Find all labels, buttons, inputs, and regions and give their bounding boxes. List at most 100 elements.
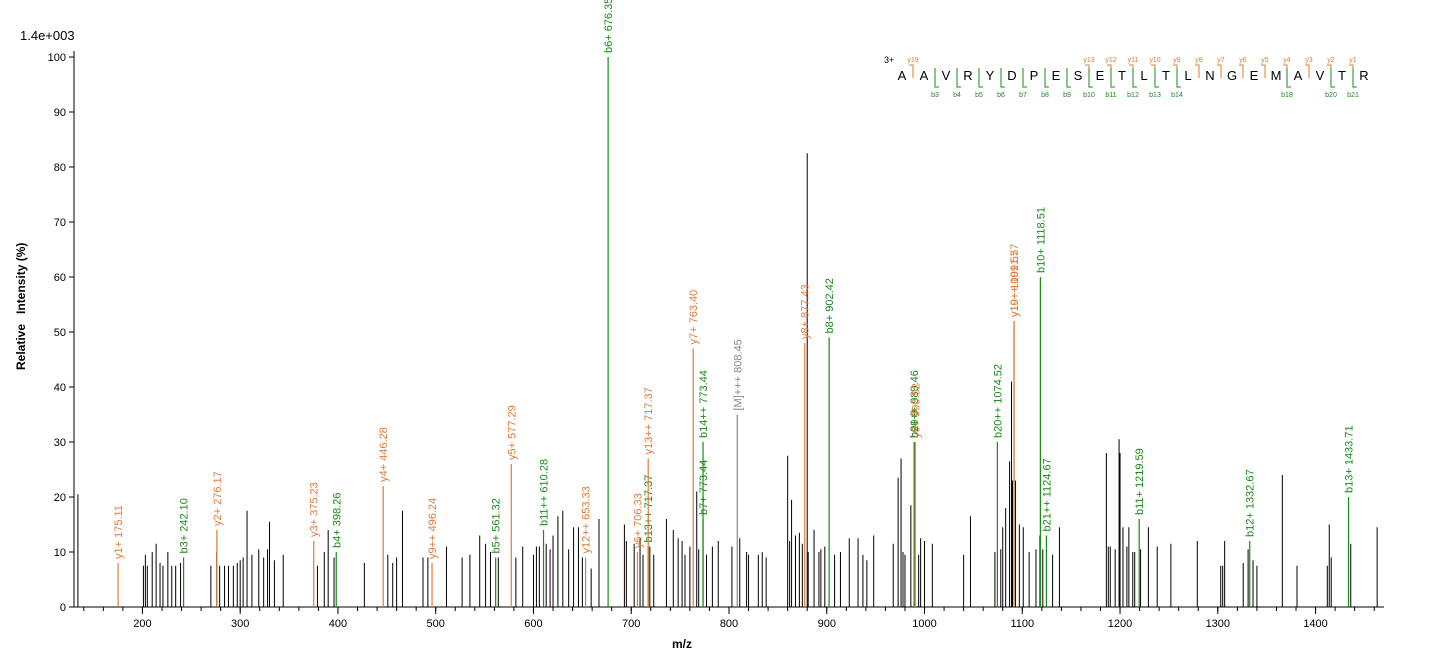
y-ion-label: y5 (1261, 57, 1269, 64)
x-tick-label: 1200 (1108, 618, 1132, 630)
y-ion-bracket (909, 64, 914, 78)
x-tick-label: 1000 (912, 618, 936, 630)
y-ion-bracket (1349, 64, 1354, 78)
y-ion-label: y4 (1283, 57, 1291, 64)
b-ion-bracket (1286, 68, 1291, 88)
peptide-residue: V (1316, 68, 1325, 83)
b-ion-label: b18 (1281, 92, 1293, 99)
y-tick-label: 80 (54, 162, 66, 174)
peptide-residue: A (920, 68, 929, 83)
b-ion-label: b14 (1171, 92, 1183, 99)
peptide-residue: R (963, 68, 972, 83)
b-ion-bracket (1000, 68, 1005, 88)
peak-label: y9+ 990.52 (910, 383, 922, 438)
peak-label: y9++ 496.24 (427, 498, 439, 559)
b-ion-label: b21 (1347, 92, 1359, 99)
peak-label: y7+ 763.40 (688, 290, 700, 345)
x-tick-label: 700 (622, 618, 640, 630)
b-ion-label: b7 (1019, 92, 1027, 99)
peak-label: b8+ 902.42 (824, 278, 836, 333)
b-ion-bracket (1132, 68, 1137, 88)
y-tick-label: 40 (54, 382, 66, 394)
peptide-residue: E (1250, 68, 1259, 83)
y-ion-bracket (1239, 64, 1244, 78)
peptide-residue: A (898, 68, 907, 83)
peak-label: b7+ 773.44 (698, 460, 710, 515)
b-ion-label: b12 (1127, 92, 1139, 99)
peptide-residue: S (1074, 68, 1083, 83)
peptide-residue: R (1359, 68, 1368, 83)
peak-label: b5+ 561.32 (491, 498, 503, 553)
y-ion-label: y6 (1239, 57, 1247, 64)
peak-label: b20++ 989.46 (909, 370, 921, 438)
x-axis-label: m/z (672, 637, 693, 651)
y-ion-bracket (1305, 64, 1310, 78)
y-ion-label: y13 (1083, 57, 1094, 64)
peptide-residue: T (1338, 68, 1346, 83)
b-ion-bracket (934, 68, 939, 88)
peptide-residue: E (1096, 68, 1105, 83)
y-tick-label: 30 (54, 437, 66, 449)
b-ion-bracket (1022, 68, 1027, 88)
y-ion-bracket (1327, 64, 1332, 78)
peak-label: y19++ 1091.57 (1009, 244, 1021, 317)
y-ion-label: y1 (1349, 57, 1357, 64)
peak-label: b13++ 717.37 (643, 475, 655, 543)
b-ion-bracket (956, 68, 961, 88)
b-ion-label: b3 (931, 92, 939, 99)
b-ion-bracket (1352, 68, 1357, 88)
y-ion-bracket (1283, 64, 1288, 78)
y-tick-label: 100 (48, 52, 66, 64)
peak-label: b20++ 1074.52 (992, 364, 1004, 438)
peak-label: y10+ 1091.57 (1009, 250, 1021, 317)
peptide-residue: P (1030, 68, 1039, 83)
b-ion-bracket (1176, 68, 1181, 88)
peak-label: b4+ 398.26 (331, 493, 343, 548)
peak-label: b13+ 1433.71 (1344, 425, 1356, 493)
peak-label: b3+ 242.10 (179, 498, 191, 553)
y-ion-label: y9 (1173, 57, 1181, 64)
peptide-residue: L (1184, 68, 1191, 83)
y-tick-label: 50 (54, 327, 66, 339)
peak-label: y5+ 577.29 (506, 405, 518, 460)
y-ion-label: y19 (907, 57, 918, 64)
peak-label: y3+ 375.23 (309, 482, 321, 537)
peak-label: b12+ 1332.67 (1245, 469, 1257, 537)
y-tick-label: 20 (54, 492, 66, 504)
peak-label: [M]+++ 808.45 (732, 339, 744, 410)
b-ion-label: b4 (953, 92, 961, 99)
b-ion-bracket (1066, 68, 1071, 88)
b-ion-bracket (1154, 68, 1159, 88)
x-tick-label: 200 (133, 618, 151, 630)
y-tick-label: 0 (60, 602, 66, 614)
y-ion-bracket (1261, 64, 1266, 78)
x-tick-label: 500 (427, 618, 445, 630)
y-tick-label: 60 (54, 272, 66, 284)
peak-label: b10+ 1118.51 (1035, 207, 1047, 273)
peptide-residue: N (1205, 68, 1214, 83)
x-tick-label: 900 (818, 618, 836, 630)
peptide-residue: Y (986, 68, 995, 83)
peak-label: b14++ 773.44 (698, 370, 710, 438)
peak-label: b6+ 676.35 (603, 0, 615, 53)
b-ion-bracket (1110, 68, 1115, 88)
intensity-scale-label: 1.4e+003 (20, 28, 75, 43)
x-tick-label: 400 (329, 618, 347, 630)
peptide-residue: T (1118, 68, 1126, 83)
y-tick-label: 90 (54, 107, 66, 119)
y-ion-label: y11 (1128, 57, 1139, 64)
y-ion-label: y3 (1305, 57, 1313, 64)
y-ion-bracket (1173, 64, 1178, 78)
b-ion-label: b6 (997, 92, 1005, 99)
y-ion-bracket (1129, 64, 1134, 78)
peptide-charge: 3+ (884, 55, 895, 65)
peak-label: y2+ 276.17 (212, 471, 224, 526)
y-ion-label: y2 (1327, 57, 1335, 64)
peptide-residue: V (942, 68, 951, 83)
peptide-residue: L (1140, 68, 1147, 83)
peak-label: b11++ 610.28 (539, 459, 551, 526)
peak-label: y6+ 706.33 (632, 493, 644, 548)
y-ion-bracket (1085, 64, 1090, 78)
b-ion-label: b13 (1149, 92, 1161, 99)
